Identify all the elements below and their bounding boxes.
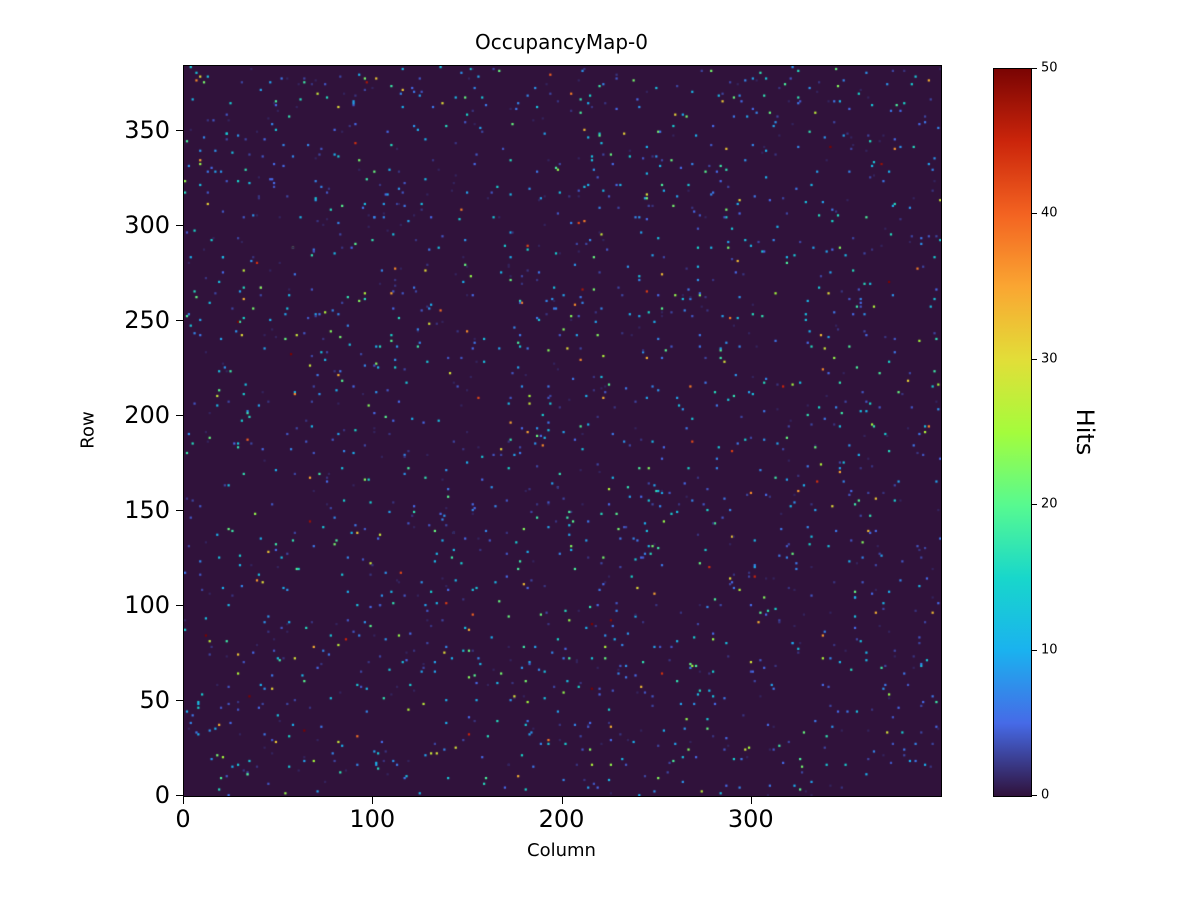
- y-tick-label: 250: [124, 305, 170, 334]
- colorbar-tick-mark: [1032, 504, 1037, 506]
- x-tick-mark: [561, 797, 563, 804]
- y-tick-label: 200: [124, 400, 170, 429]
- y-tick-mark: [176, 129, 183, 131]
- x-axis-label: Column: [527, 840, 596, 861]
- colorbar-tick-label: 50: [1041, 60, 1058, 76]
- colorbar-tick-mark: [1032, 68, 1037, 69]
- chart-title: OccupancyMap-0: [474, 30, 649, 54]
- plot-area: [183, 65, 942, 797]
- y-tick-label: 100: [124, 590, 170, 619]
- colorbar-tick-mark: [1032, 795, 1037, 796]
- colorbar-tick-mark: [1032, 358, 1037, 360]
- colorbar-tick-label: 40: [1041, 205, 1058, 221]
- y-tick-mark: [176, 795, 183, 796]
- y-tick-mark: [176, 224, 183, 226]
- y-tick-label: 300: [124, 210, 170, 239]
- x-tick-mark: [183, 797, 184, 804]
- y-tick-mark: [176, 604, 183, 606]
- y-tick-label: 50: [139, 685, 170, 714]
- y-tick-mark: [176, 509, 183, 511]
- colorbar-tick-mark: [1032, 649, 1037, 651]
- colorbar-tick-label: 20: [1041, 496, 1058, 512]
- y-tick-mark: [176, 699, 183, 701]
- colorbar-tick-label: 30: [1041, 351, 1058, 367]
- y-tick-label: 150: [124, 495, 170, 524]
- x-tick-mark: [750, 797, 752, 804]
- y-tick-label: 350: [124, 115, 170, 144]
- y-tick-label: 0: [154, 781, 170, 809]
- x-tick-label: 100: [349, 805, 396, 833]
- y-tick-mark: [176, 319, 183, 321]
- x-tick-label: 200: [538, 805, 585, 833]
- colorbar-tick-label: 0: [1041, 787, 1050, 803]
- colorbar-tick-mark: [1032, 213, 1037, 215]
- x-tick-mark: [372, 797, 374, 804]
- colorbar: [993, 68, 1032, 797]
- y-tick-mark: [176, 414, 183, 416]
- x-tick-label: 0: [175, 805, 191, 833]
- y-axis-label: Row: [77, 411, 99, 449]
- colorbar-tick-label: 10: [1041, 642, 1058, 658]
- x-tick-label: 300: [727, 805, 774, 833]
- heatmap-canvas: [184, 66, 941, 796]
- colorbar-label: Hits: [1071, 408, 1099, 456]
